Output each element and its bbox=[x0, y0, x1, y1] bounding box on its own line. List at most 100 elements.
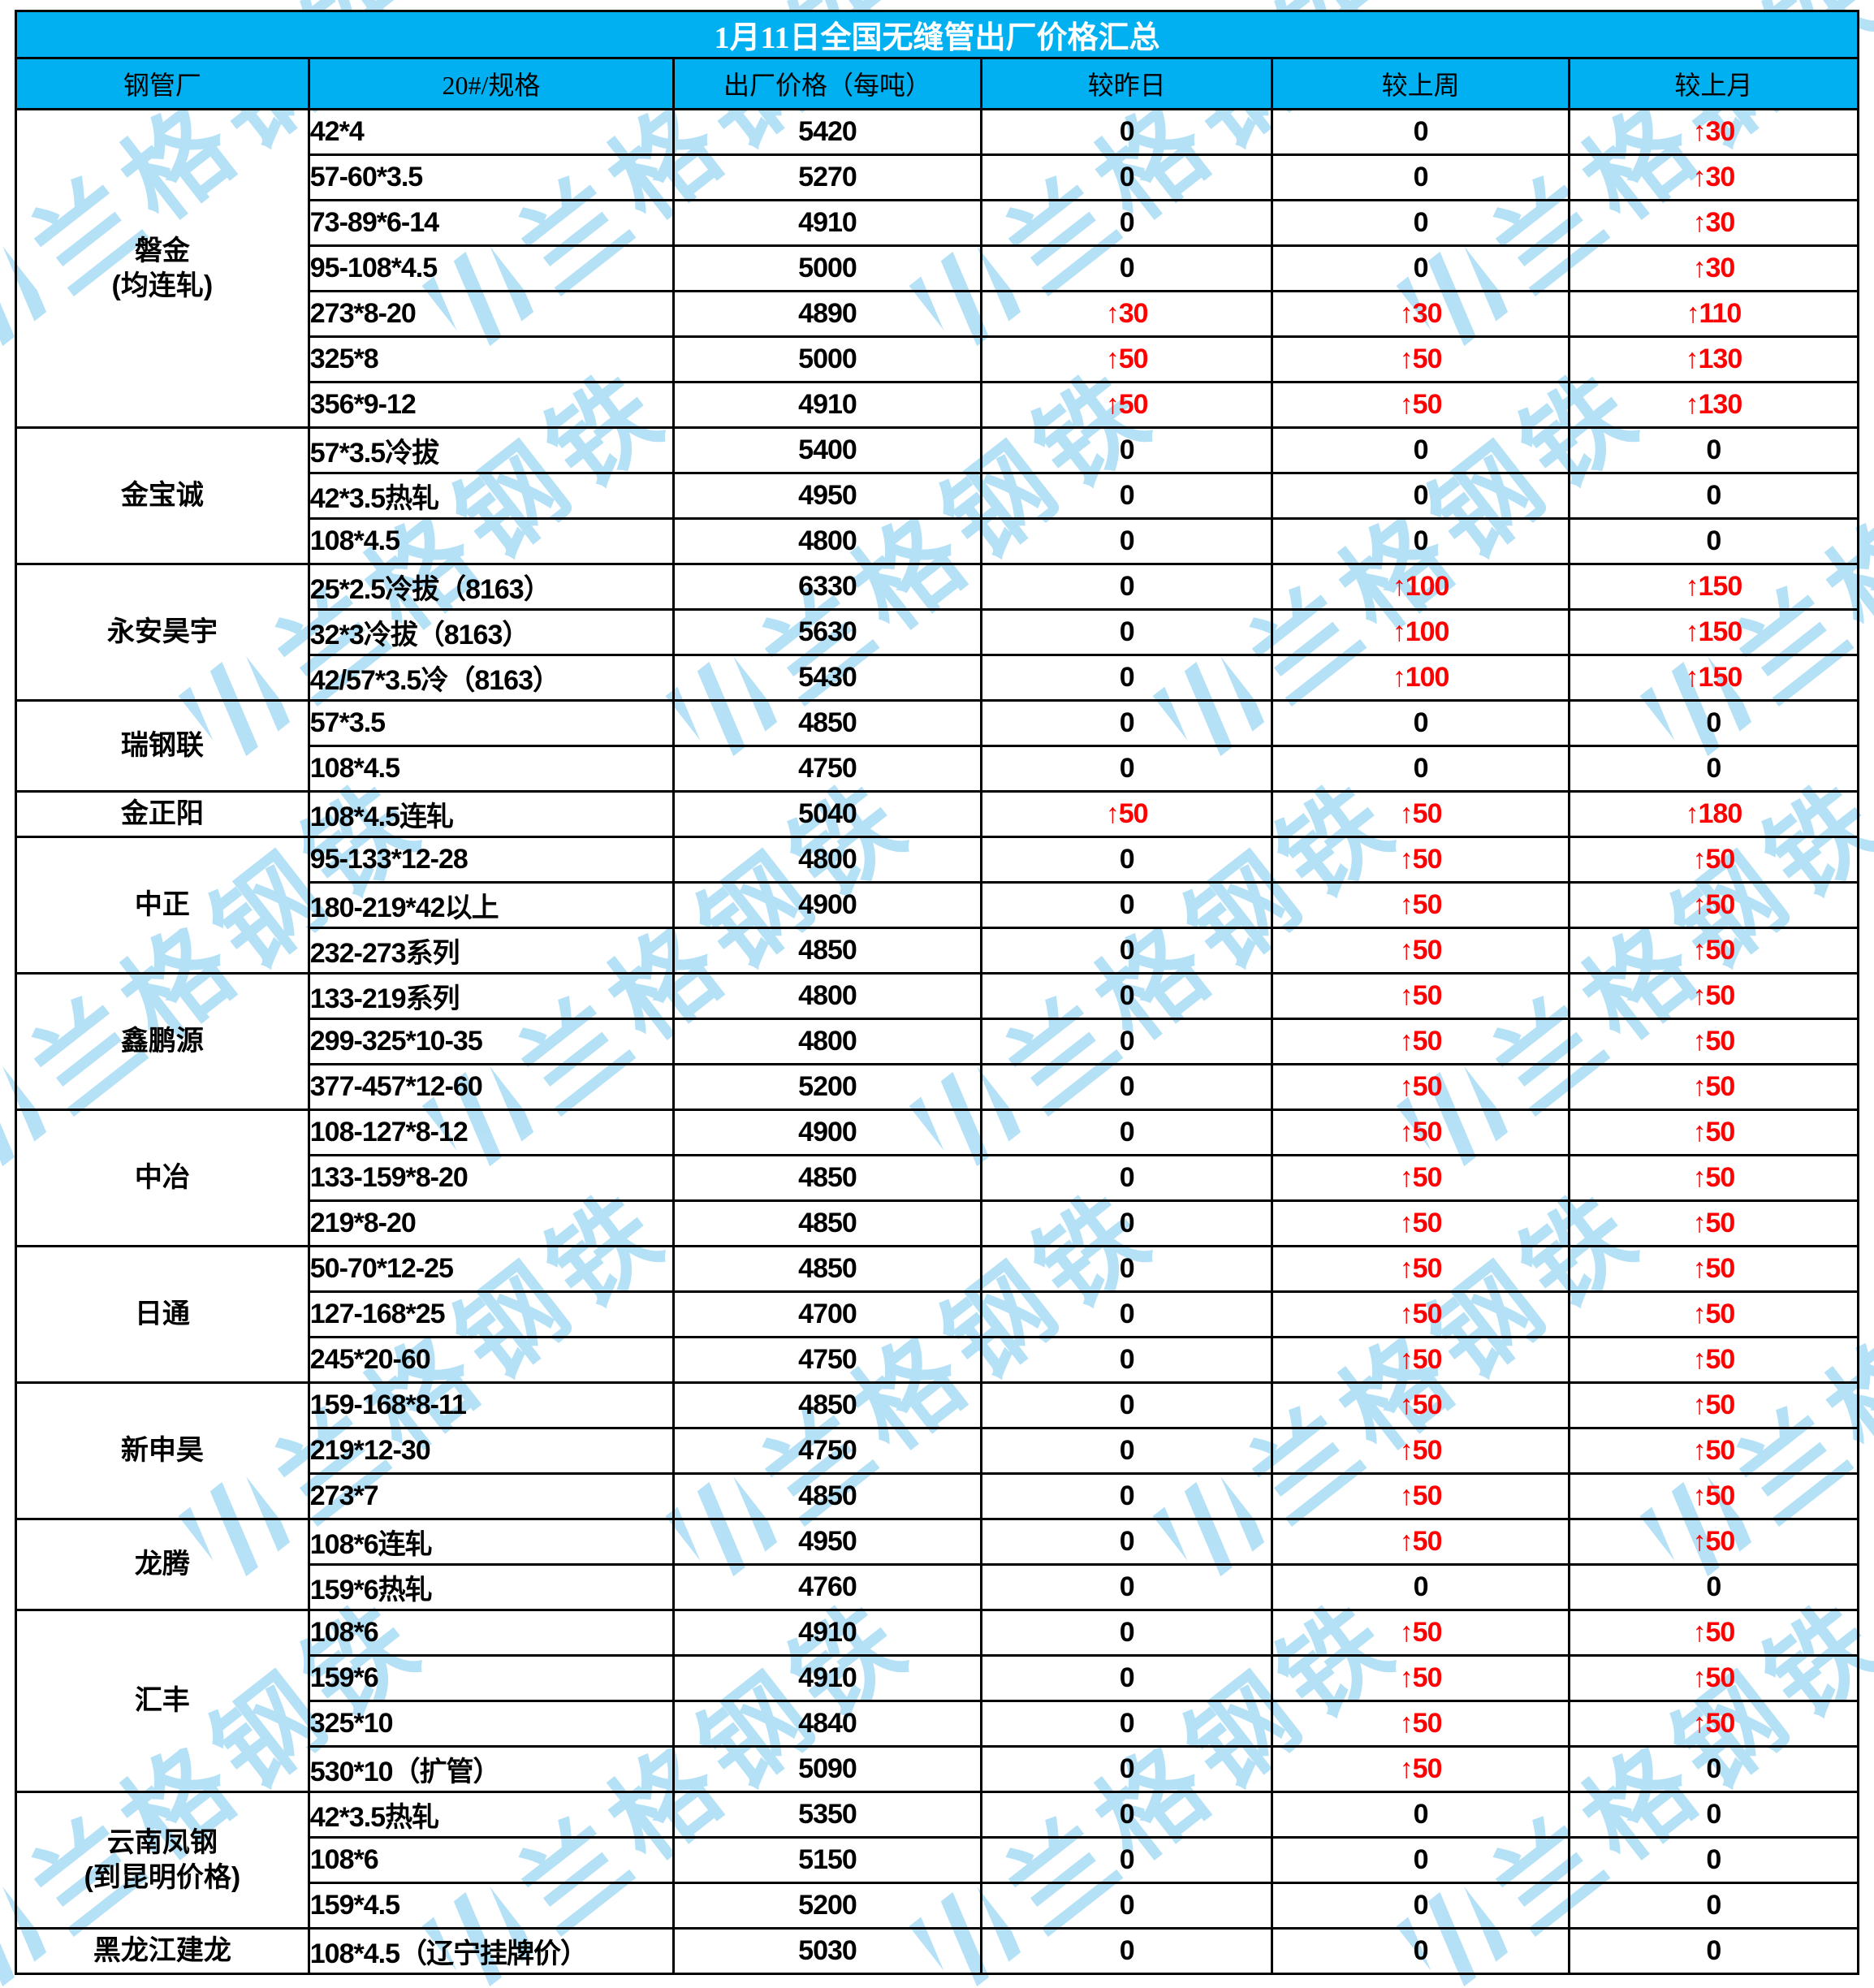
price-cell: 4840 bbox=[672, 1700, 982, 1748]
price-cell: 4900 bbox=[672, 1109, 982, 1156]
change-vs-yesterday-cell: 0 bbox=[979, 199, 1274, 247]
change-vs-lastweek-cell: ↑50 bbox=[1271, 1018, 1570, 1065]
factory-cell: 中正 bbox=[15, 836, 310, 975]
price-cell: 4850 bbox=[672, 1245, 982, 1293]
change-vs-lastweek-cell: ↑50 bbox=[1271, 927, 1570, 975]
change-vs-yesterday-cell: 0 bbox=[979, 1109, 1274, 1156]
change-vs-yesterday-cell: 0 bbox=[979, 1836, 1274, 1884]
price-cell: 5200 bbox=[672, 1063, 982, 1111]
change-vs-lastmonth-cell: 0 bbox=[1567, 472, 1860, 520]
change-vs-lastmonth-cell: 0 bbox=[1567, 1791, 1860, 1839]
change-vs-yesterday-cell: 0 bbox=[979, 1700, 1274, 1748]
change-vs-yesterday-cell: 0 bbox=[979, 1472, 1274, 1520]
factory-cell: 汇丰 bbox=[15, 1609, 310, 1793]
change-vs-lastweek-cell: ↑50 bbox=[1271, 1700, 1570, 1748]
price-cell: 4850 bbox=[672, 699, 982, 747]
spec-cell: 108-127*8-12 bbox=[307, 1109, 676, 1156]
change-vs-yesterday-cell: 0 bbox=[979, 972, 1274, 1020]
change-vs-yesterday-cell: 0 bbox=[979, 1290, 1274, 1338]
table-row: 73-89*6-14 4910 0 0 ↑30 bbox=[16, 199, 1860, 247]
change-vs-yesterday-cell: 0 bbox=[979, 608, 1274, 656]
change-vs-yesterday-cell: 0 bbox=[979, 1154, 1274, 1202]
spec-cell: 180-219*42以上 bbox=[307, 881, 676, 929]
price-cell: 4850 bbox=[672, 927, 982, 975]
spec-cell: 108*4.5（辽宁挂牌价） bbox=[307, 1927, 676, 1975]
change-vs-lastweek-cell: 0 bbox=[1271, 199, 1570, 247]
change-vs-lastmonth-cell: ↑50 bbox=[1567, 1245, 1860, 1293]
change-vs-lastweek-cell: ↑50 bbox=[1271, 1109, 1570, 1156]
table-row: 瑞钢联 57*3.5 4850 0 0 0 bbox=[15, 699, 1860, 793]
spec-cell: 133-159*8-20 bbox=[307, 1154, 676, 1202]
change-vs-lastweek-cell: ↑50 bbox=[1271, 381, 1570, 429]
change-vs-lastweek-cell: ↑50 bbox=[1271, 1199, 1570, 1247]
change-vs-lastmonth-cell: 0 bbox=[1567, 426, 1860, 474]
spec-cell: 108*6 bbox=[307, 1609, 676, 1657]
change-vs-lastmonth-cell: ↑30 bbox=[1567, 199, 1860, 247]
spec-cell: 73-89*6-14 bbox=[307, 199, 676, 247]
change-vs-lastweek-cell: 0 bbox=[1271, 1882, 1570, 1930]
change-vs-yesterday-cell: 0 bbox=[979, 881, 1274, 929]
change-vs-yesterday-cell: ↑50 bbox=[979, 335, 1274, 383]
factory-cell: 磐金 (均连轧) bbox=[15, 108, 310, 429]
price-cell: 4800 bbox=[672, 517, 982, 565]
factory-name-line: 磐金 bbox=[134, 236, 190, 266]
table-row: 永安昊宇 25*2.5冷拔（8163） 6330 0 ↑100 ↑150 bbox=[15, 563, 1860, 702]
change-vs-lastmonth-cell: ↑50 bbox=[1567, 1654, 1860, 1702]
change-vs-lastmonth-cell: ↑30 bbox=[1567, 244, 1860, 292]
table-row: 龙腾 108*6连轧 4950 0 ↑50 ↑50 bbox=[15, 1518, 1860, 1611]
factory-name-line: (到昆明价格) bbox=[84, 1861, 241, 1893]
price-cell: 4890 bbox=[672, 290, 982, 338]
price-cell: 5420 bbox=[672, 108, 982, 156]
factory-cell: 金正阳 bbox=[15, 790, 310, 838]
spec-cell: 273*8-20 bbox=[307, 290, 676, 338]
price-cell: 4910 bbox=[672, 199, 982, 247]
change-vs-lastweek-cell: ↑50 bbox=[1271, 836, 1570, 884]
change-vs-yesterday-cell: 0 bbox=[979, 1063, 1274, 1111]
change-vs-lastweek-cell: ↑50 bbox=[1271, 1063, 1570, 1111]
table-row: 黑龙江建龙 108*4.5（辽宁挂牌价） 5030 0 0 0 bbox=[15, 1927, 1860, 1975]
factory-cell: 云南凤钢 (到昆明价格) bbox=[15, 1791, 310, 1930]
change-vs-lastweek-cell: 0 bbox=[1271, 699, 1570, 747]
change-vs-lastmonth-cell: ↑130 bbox=[1567, 381, 1860, 429]
change-vs-lastweek-cell: 0 bbox=[1271, 1927, 1570, 1975]
price-cell: 4910 bbox=[672, 1654, 982, 1702]
table-row: 金宝诚 57*3.5冷拔 5400 0 0 0 bbox=[15, 426, 1860, 565]
change-vs-yesterday-cell: 0 bbox=[979, 426, 1274, 474]
table-row: 180-219*42以上 4900 0 ↑50 ↑50 bbox=[16, 881, 1860, 929]
change-vs-lastweek-cell: 0 bbox=[1271, 244, 1570, 292]
spec-cell: 108*4.5 bbox=[307, 517, 676, 565]
change-vs-lastmonth-cell: ↑180 bbox=[1567, 790, 1860, 838]
change-vs-lastweek-cell: 0 bbox=[1271, 745, 1570, 793]
change-vs-lastweek-cell: ↑50 bbox=[1271, 1427, 1570, 1475]
change-vs-yesterday-cell: 0 bbox=[979, 836, 1274, 884]
spec-cell: 219*8-20 bbox=[307, 1199, 676, 1247]
table-row: 133-159*8-20 4850 0 ↑50 ↑50 bbox=[16, 1154, 1860, 1202]
spec-cell: 356*9-12 bbox=[307, 381, 676, 429]
factory-cell: 金宝诚 bbox=[15, 426, 310, 565]
spec-cell: 159*6 bbox=[307, 1654, 676, 1702]
factory-name-line: 龙腾 bbox=[134, 1549, 190, 1580]
price-cell: 4800 bbox=[672, 1018, 982, 1065]
change-vs-lastmonth-cell: ↑50 bbox=[1567, 1609, 1860, 1657]
change-vs-yesterday-cell: 0 bbox=[979, 108, 1274, 156]
price-cell: 6330 bbox=[672, 563, 982, 611]
price-cell: 4750 bbox=[672, 1336, 982, 1384]
table-row: 127-168*25 4700 0 ↑50 ↑50 bbox=[16, 1290, 1860, 1338]
price-cell: 4910 bbox=[672, 381, 982, 429]
spec-cell: 299-325*10-35 bbox=[307, 1018, 676, 1065]
price-cell: 4850 bbox=[672, 1381, 982, 1429]
price-cell: 5000 bbox=[672, 244, 982, 292]
factory-name-line: 新申昊 bbox=[120, 1435, 204, 1467]
change-vs-lastmonth-cell: ↑50 bbox=[1567, 1336, 1860, 1384]
change-vs-lastweek-cell: 0 bbox=[1271, 1791, 1570, 1839]
spec-cell: 42*4 bbox=[307, 108, 676, 156]
factory-cell: 中冶 bbox=[15, 1109, 310, 1247]
spec-cell: 25*2.5冷拔（8163） bbox=[307, 563, 676, 611]
change-vs-lastmonth-cell: ↑30 bbox=[1567, 108, 1860, 156]
spec-cell: 159-168*8-11 bbox=[307, 1381, 676, 1429]
change-vs-lastmonth-cell: ↑50 bbox=[1567, 1381, 1860, 1429]
factory-cell: 永安昊宇 bbox=[15, 563, 310, 702]
change-vs-lastmonth-cell: 0 bbox=[1567, 1927, 1860, 1975]
table-row: 云南凤钢 (到昆明价格) 42*3.5热轧 5350 0 0 0 bbox=[15, 1791, 1860, 1930]
